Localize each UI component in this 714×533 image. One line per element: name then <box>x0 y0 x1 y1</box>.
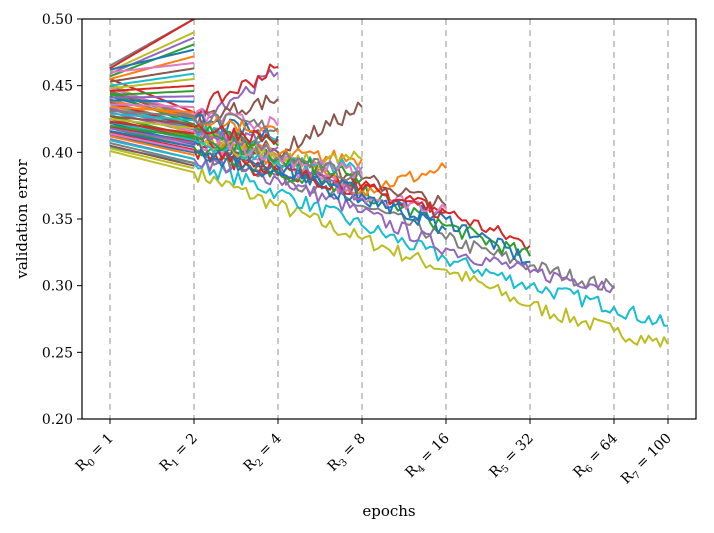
x-axis-ticks: R0 = 1 R1 = 2 R2 = 4 R3 = 8 R4 = 16 R5 = 32 R6… <box>73 419 677 490</box>
series-line-52 <box>109 118 195 130</box>
series-line-47 <box>109 103 195 108</box>
series-line-41 <box>109 72 195 87</box>
y-tick-label: 0.45 <box>42 79 73 95</box>
series-line-35 <box>109 36 195 75</box>
series-line-40 <box>109 67 195 83</box>
x-tick-label: R3 = 8 <box>325 431 371 477</box>
series-line-54 <box>109 124 195 139</box>
series-line-50 <box>109 112 195 122</box>
series-line-49 <box>109 110 195 118</box>
series-line-57 <box>109 132 195 152</box>
x-tick-label: R5 = 32 <box>486 431 539 484</box>
y-tick-label: 0.20 <box>42 412 73 428</box>
series-line-34 <box>109 31 195 72</box>
series-line-42 <box>109 78 195 90</box>
series-line-59 <box>109 139 195 160</box>
series-line-33 <box>109 19 195 70</box>
series-line-39 <box>109 62 195 74</box>
y-tick-label: 0.35 <box>42 212 73 228</box>
y-axis-ticks: 0.20 0.25 0.30 0.35 0.40 0.45 0.50 <box>42 12 82 428</box>
series-line-53 <box>109 120 195 135</box>
series-line-44 <box>109 90 195 96</box>
x-tick-label: R0 = 1 <box>73 431 119 477</box>
plot-frame <box>81 18 697 420</box>
x-tick-label: R7 = 100 <box>618 431 677 490</box>
x-tick-label: R1 = 2 <box>157 431 203 477</box>
series-line-0 <box>109 150 669 348</box>
x-tick-label: R4 = 16 <box>402 430 455 483</box>
y-tick-label: 0.25 <box>42 345 73 361</box>
y-tick-label: 0.40 <box>42 145 73 161</box>
series-line-61 <box>109 144 195 167</box>
x-axis-label: epochs <box>362 502 415 520</box>
y-axis-label: validation error <box>13 159 31 280</box>
series-line-46 <box>109 99 195 103</box>
series-line-60 <box>109 142 195 164</box>
series-line-48 <box>109 106 195 114</box>
series-line-55 <box>109 127 195 144</box>
y-tick-label: 0.30 <box>42 279 73 295</box>
series-line-37 <box>109 48 195 71</box>
series-line-45 <box>109 95 195 99</box>
series-line-58 <box>109 135 195 156</box>
x-tick-label: R6 = 64 <box>570 430 623 483</box>
series-line-56 <box>109 130 195 148</box>
y-tick-label: 0.50 <box>42 12 73 28</box>
x-tick-label: R2 = 4 <box>241 430 287 476</box>
series-line-62 <box>109 147 195 170</box>
series-line-51 <box>109 115 195 126</box>
series-line-43 <box>109 84 195 92</box>
series-layer <box>109 19 669 348</box>
series-line-31 <box>109 102 279 145</box>
